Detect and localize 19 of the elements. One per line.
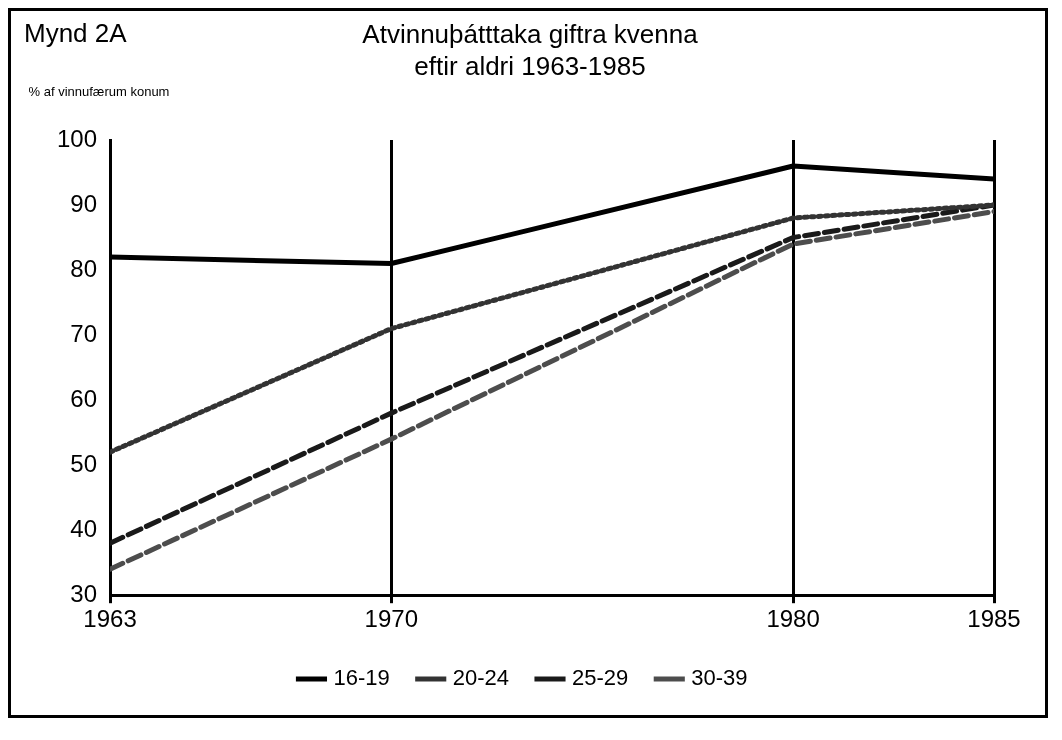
y-tick-label: 70 bbox=[70, 319, 98, 347]
legend-label: 25-29 bbox=[572, 665, 629, 691]
chart-title: Atvinnuþátttaka giftra kvenna eftir aldri 1963-1985 bbox=[361, 18, 699, 82]
x-tick-label: 1985 bbox=[967, 605, 1021, 633]
x-tick-label: 1970 bbox=[364, 605, 418, 633]
y-tick-label: 30 bbox=[70, 579, 98, 607]
text: Mynd 2A bbox=[24, 18, 127, 49]
y-tick-label: 100 bbox=[57, 124, 98, 152]
y-axis-title: % af vinnufærum konum bbox=[27, 84, 171, 99]
y-tick-label: 50 bbox=[70, 449, 98, 477]
y-tick-label: 80 bbox=[70, 254, 98, 282]
legend-label: 16-19 bbox=[333, 665, 390, 691]
y-tick-label: 90 bbox=[70, 189, 98, 217]
y-tick-label: 60 bbox=[70, 384, 98, 412]
legend-label: 20-24 bbox=[452, 665, 510, 691]
y-tick-label: 40 bbox=[70, 514, 98, 542]
x-tick-label: 1980 bbox=[766, 605, 820, 633]
legend-label: 30-39 bbox=[691, 665, 748, 691]
x-tick-label: 1963 bbox=[83, 605, 137, 633]
